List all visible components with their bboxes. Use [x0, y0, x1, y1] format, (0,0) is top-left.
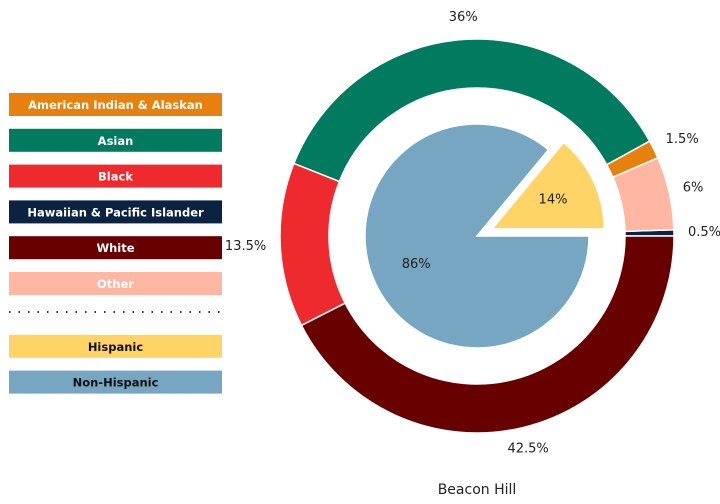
legend-swatch [9, 164, 222, 188]
legend-swatch [9, 93, 222, 116]
legend-swatch [9, 370, 222, 394]
donut-slice [292, 38, 651, 183]
legend-swatch [9, 128, 222, 152]
value-label: 36% [449, 10, 478, 25]
legend-swatch [9, 272, 222, 295]
legend-label: Hawaiian & Pacific Islander [27, 205, 204, 219]
donut-slice [300, 235, 675, 434]
value-label: 86% [402, 257, 431, 272]
value-label: 1.5% [666, 132, 699, 147]
value-label: 14% [539, 193, 568, 208]
legend-label: Hispanic [88, 340, 144, 354]
legend-swatch [9, 200, 222, 224]
legend-label: Asian [98, 134, 134, 148]
value-label: 6% [683, 181, 704, 196]
pie-slice [364, 123, 590, 349]
legend-label: Other [97, 277, 134, 291]
legend-swatch [9, 334, 222, 358]
legend-label: Black [98, 170, 133, 184]
pie-slice [490, 141, 605, 230]
donut-slice [279, 162, 347, 327]
legend-label: White [96, 241, 134, 255]
value-label: 13.5% [225, 239, 266, 254]
value-label: 0.5% [688, 225, 720, 240]
value-label: 42.5% [507, 441, 548, 456]
chart-title: Beacon Hill [438, 482, 517, 498]
legend-label: American Indian & Alaskan [28, 98, 203, 112]
legend-label: Non-Hispanic [73, 376, 159, 390]
legend-swatch [9, 236, 222, 260]
